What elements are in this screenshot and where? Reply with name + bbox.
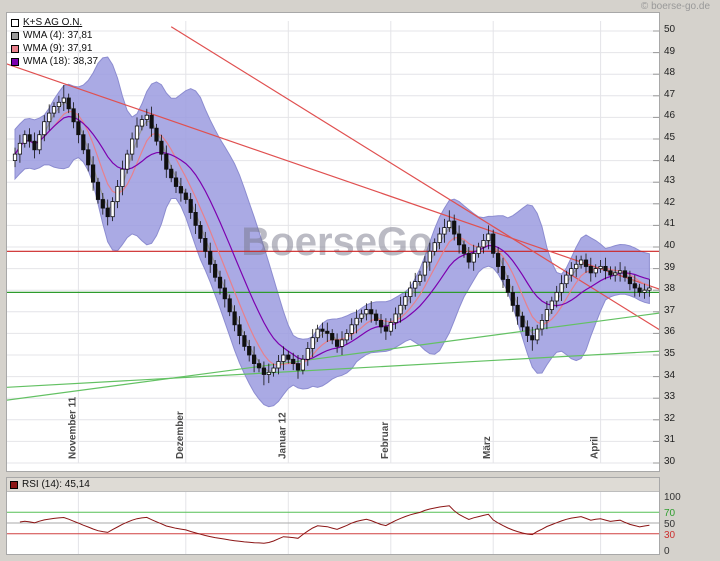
rsi-legend-marker bbox=[10, 480, 18, 489]
legend-item-wma9[interactable]: WMA (9): 37,91 bbox=[11, 42, 98, 55]
wma18-legend-marker bbox=[11, 57, 19, 66]
rsi-panel: RSI (14): 45,14 bbox=[6, 477, 660, 555]
price-axis-tick: 40 bbox=[664, 240, 676, 251]
rsi-axis-tick: 70 bbox=[664, 508, 676, 520]
price-axis-tick: 46 bbox=[664, 110, 676, 122]
rsi-axis-tick: 30 bbox=[664, 529, 676, 541]
symbol-legend-marker bbox=[11, 18, 19, 27]
price-axis-tick: 30 bbox=[664, 456, 676, 467]
svg-text:Januar 12: Januar 12 bbox=[277, 412, 288, 459]
price-axis-tick: 45 bbox=[664, 132, 676, 143]
rsi-axis-tick: 100 bbox=[664, 492, 681, 503]
price-axis-tick: 32 bbox=[664, 412, 676, 424]
price-axis-tick: 49 bbox=[664, 45, 676, 57]
price-axis-tick: 38 bbox=[664, 283, 676, 295]
wma9-legend-marker bbox=[11, 44, 19, 53]
price-axis-tick: 42 bbox=[664, 196, 676, 208]
price-chart-canvas[interactable]: BoerseGo November 11 Dezember Januar 12 Febr… bbox=[7, 13, 659, 471]
copyright-text: © boerse-go.de bbox=[640, 1, 710, 12]
wma4-legend-label: WMA (4): 37,81 bbox=[23, 30, 93, 41]
rsi-axis-tick: 0 bbox=[664, 546, 670, 557]
svg-text:Dezember: Dezember bbox=[175, 411, 186, 459]
symbol-legend-label: K+S AG O.N. bbox=[23, 17, 83, 28]
price-axis-tick: 39 bbox=[664, 261, 676, 273]
price-axis-tick: 36 bbox=[664, 326, 676, 338]
chart-legend: K+S AG O.N. WMA (4): 37,81 WMA (9): 37,9… bbox=[11, 16, 98, 68]
price-axis-tick: 41 bbox=[664, 218, 676, 230]
legend-item-symbol[interactable]: K+S AG O.N. bbox=[11, 16, 98, 29]
rsi-chart-canvas[interactable] bbox=[7, 492, 659, 554]
legend-item-wma18[interactable]: WMA (18): 38,37 bbox=[11, 55, 98, 68]
price-axis-tick: 43 bbox=[664, 175, 676, 187]
svg-text:April: April bbox=[590, 436, 601, 459]
price-axis-tick: 44 bbox=[664, 153, 676, 165]
wma9-legend-label: WMA (9): 37,91 bbox=[23, 43, 93, 54]
rsi-legend[interactable]: RSI (14): 45,14 bbox=[7, 478, 659, 492]
legend-item-wma4[interactable]: WMA (4): 37,81 bbox=[11, 29, 98, 42]
price-axis-tick: 31 bbox=[664, 434, 676, 446]
price-axis-tick: 35 bbox=[664, 348, 676, 359]
price-axis-tick: 47 bbox=[664, 88, 676, 100]
rsi-axis-tick: 50 bbox=[664, 519, 676, 530]
wma4-legend-marker bbox=[11, 31, 19, 40]
price-axis-tick: 50 bbox=[664, 24, 676, 35]
rsi-legend-label: RSI (14): 45,14 bbox=[22, 479, 90, 490]
svg-text:November 11: November 11 bbox=[67, 396, 78, 459]
price-axis-tick: 33 bbox=[664, 391, 676, 403]
svg-text:März: März bbox=[482, 436, 493, 459]
svg-text:BoerseGo: BoerseGo bbox=[241, 220, 432, 264]
price-axis-tick: 48 bbox=[664, 67, 676, 79]
price-axis-tick: 37 bbox=[664, 304, 676, 316]
wma18-legend-label: WMA (18): 38,37 bbox=[23, 56, 99, 67]
price-chart-panel: BoerseGo November 11 Dezember Januar 12 Febr… bbox=[6, 12, 660, 472]
svg-text:Februar: Februar bbox=[380, 422, 391, 459]
price-axis-tick: 34 bbox=[664, 369, 676, 381]
